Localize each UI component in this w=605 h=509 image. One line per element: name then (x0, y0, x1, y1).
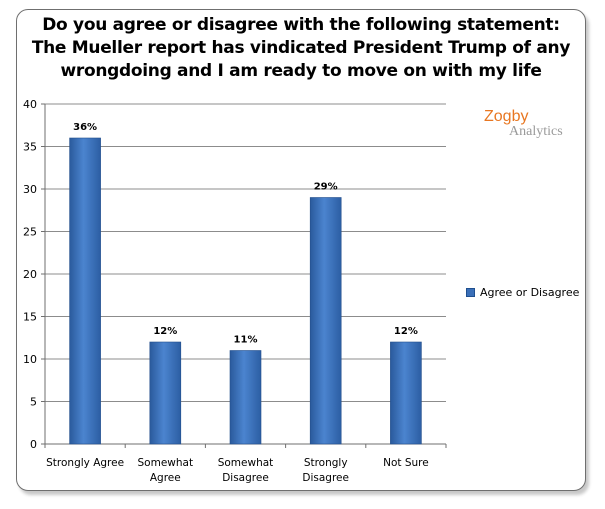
legend-swatch (466, 288, 475, 297)
logo-zogby-text: Zogby (484, 108, 529, 125)
title-line-3: wrongdoing and I am ready to move on wit… (60, 61, 542, 81)
y-tick-label: 15 (23, 311, 37, 324)
title-line-2: The Mueller report has vindicated Presid… (31, 38, 571, 58)
category-label: Somewhat (218, 457, 274, 469)
data-label: 11% (234, 335, 258, 346)
category-label: Strongly Agree (46, 457, 124, 469)
legend-label: Agree or Disagree (480, 286, 580, 299)
category-label: Not Sure (383, 457, 429, 469)
data-label: 12% (153, 326, 177, 337)
data-label: 36% (73, 122, 97, 133)
y-tick-label: 40 (23, 98, 37, 111)
y-tick-label: 20 (23, 268, 37, 281)
category-label: Somewhat (138, 457, 194, 469)
legend: Agree or Disagree (466, 286, 579, 299)
title-line-1: Do you agree or disagree with the follow… (42, 15, 560, 35)
y-tick-label: 25 (23, 226, 37, 239)
category-label: Strongly (304, 457, 348, 469)
y-tick-label: 30 (23, 183, 37, 196)
y-tick-label: 5 (30, 396, 37, 409)
zogby-analytics-logo: Zogby Analytics (484, 108, 574, 148)
bar (309, 197, 342, 445)
bar (229, 350, 262, 445)
y-tick-label: 0 (30, 438, 37, 451)
category-label: Disagree (302, 472, 349, 484)
bars (69, 137, 422, 445)
category-label: Disagree (222, 472, 269, 484)
bar (69, 137, 101, 445)
chart-frame (16, 9, 586, 491)
logo-analytics-text: Analytics (509, 124, 563, 139)
y-tick-label: 10 (23, 353, 37, 366)
data-label: 29% (314, 182, 338, 193)
category-label: Agree (150, 472, 181, 484)
bar (149, 341, 182, 445)
bar (390, 341, 422, 445)
labels: 0 5 10 15 20 25 30 35 40 36% Strongly Agree 12% Some… (23, 98, 429, 484)
y-tick-label: 35 (23, 141, 37, 154)
chart-title: Do you agree or disagree with the follow… (16, 14, 586, 83)
data-label: 12% (394, 326, 418, 337)
